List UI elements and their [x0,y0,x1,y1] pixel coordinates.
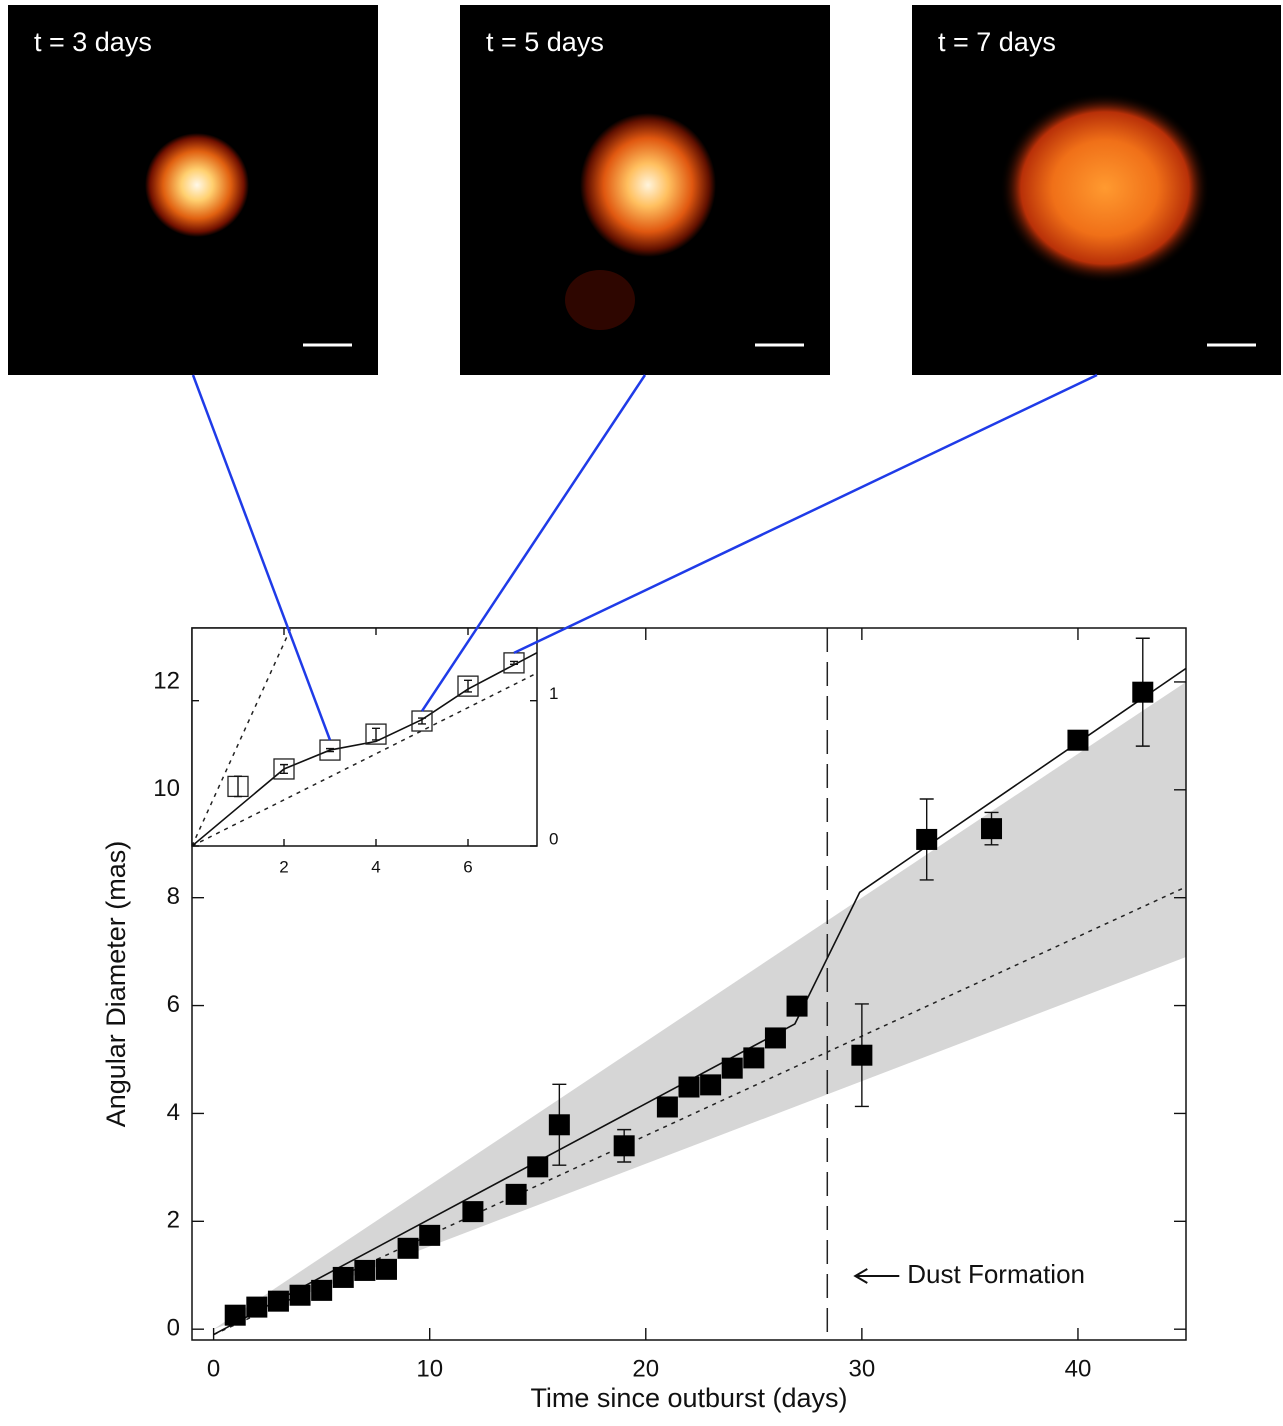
data-marker [981,818,1002,839]
data-marker [614,1135,635,1156]
data-marker [549,1114,570,1135]
data-marker [743,1047,764,1068]
x-tick-label: 4 [371,857,380,876]
data-marker [290,1285,311,1306]
y-tick-label: 0 [549,829,558,848]
figure: t = 3 days t = 5 days t = 7 days 0102030… [0,0,1283,1421]
source-blob [1000,93,1210,283]
data-marker [506,1184,527,1205]
y-tick-label: 1 [549,684,558,703]
data-marker [787,996,808,1017]
data-marker [333,1267,354,1288]
faint-emission [565,270,635,330]
data-marker [311,1280,332,1301]
data-marker [246,1297,267,1318]
source-blob [145,133,249,237]
plot-background [192,628,537,846]
image-panels: t = 3 days t = 5 days t = 7 days [8,5,1281,375]
x-tick-label: 30 [849,1355,876,1382]
data-marker [225,1305,246,1326]
y-tick-label: 4 [167,1099,180,1126]
y-tick-label: 0 [167,1315,180,1342]
data-marker [722,1058,743,1079]
data-marker [1067,730,1088,751]
connector [514,375,1097,653]
x-tick-label: 10 [416,1355,443,1382]
y-tick-label: 8 [167,883,180,910]
y-tick-label: 2 [167,1207,180,1234]
data-marker [376,1259,397,1280]
y-axis-label: Angular Diameter (mas) [101,841,131,1128]
x-tick-label: 20 [632,1355,659,1382]
data-marker [1132,682,1153,703]
data-marker [851,1045,872,1066]
data-marker [354,1260,375,1281]
plot-area: 2 4 6 0 1 [192,628,558,876]
x-tick-label: 6 [463,857,472,876]
panel-label: t = 5 days [486,27,604,57]
data-marker [657,1096,678,1117]
data-marker [398,1238,419,1259]
data-marker [419,1225,440,1246]
data-marker [700,1074,721,1095]
x-tick-label: 2 [279,857,288,876]
annotation: Dust Formation [907,1259,1085,1289]
x-axis-label: Time since outburst (days) [530,1383,847,1413]
y-tick-label: 10 [153,775,180,802]
panel-label: t = 7 days [938,27,1056,57]
source-blob [580,113,716,257]
data-marker [462,1201,483,1222]
panel-label: t = 3 days [34,27,152,57]
data-marker [916,829,937,850]
x-tick-label: 40 [1065,1355,1092,1382]
data-marker [679,1077,700,1098]
data-marker [765,1027,786,1048]
x-tick-label: 0 [207,1355,220,1382]
data-marker [268,1291,289,1312]
y-tick-label: 12 [153,667,180,694]
data-marker [527,1156,548,1177]
y-tick-label: 6 [167,991,180,1018]
